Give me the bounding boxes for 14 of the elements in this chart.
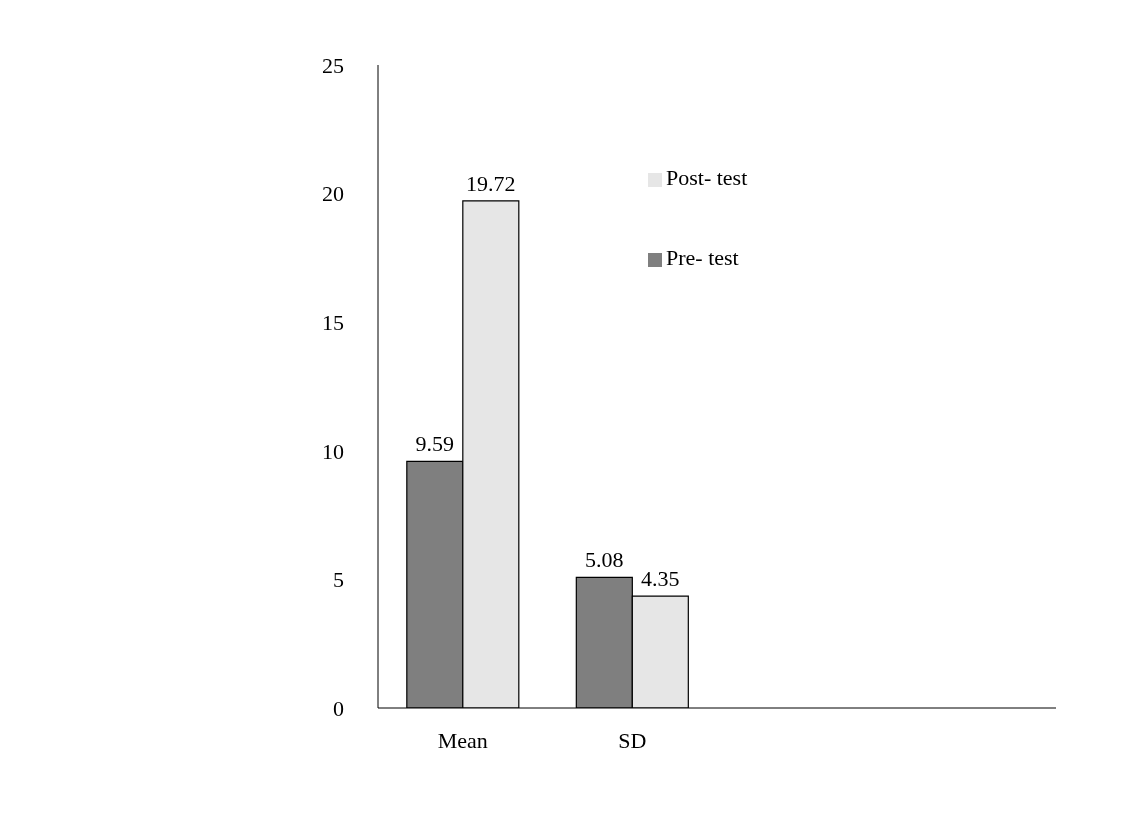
legend-label: Post- test	[666, 165, 748, 190]
x-tick-label: SD	[618, 727, 647, 753]
data-label: 9.59	[415, 431, 455, 457]
x-tick-label: Mean	[437, 727, 488, 753]
y-tick-label: 15	[322, 310, 344, 336]
data-label: 19.72	[466, 170, 516, 196]
data-label: 4.35	[641, 566, 680, 592]
y-tick-label: 10	[322, 438, 344, 464]
y-tick-label: 0	[333, 695, 344, 721]
y-tick-label: 20	[322, 181, 344, 207]
legend-label: Pre- test	[666, 245, 739, 270]
data-label: 5.08	[585, 547, 624, 573]
y-tick-label: 5	[333, 567, 344, 593]
y-tick-label: 25	[322, 52, 344, 78]
